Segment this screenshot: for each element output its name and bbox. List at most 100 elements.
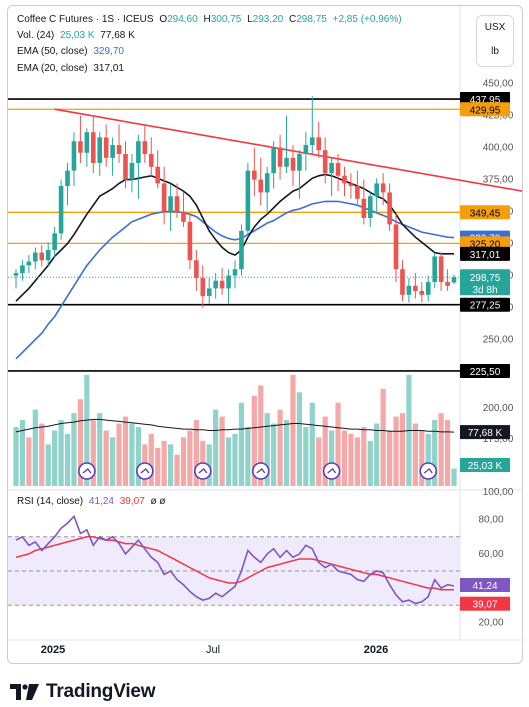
ema50-label[interactable]: EMA (50, close): [17, 46, 88, 57]
price-label-resistance: 429,95: [470, 105, 501, 116]
candle-body: [245, 170, 251, 231]
chart-canvas[interactable]: 250,00275,00300,00325,00350,00375,00400,…: [8, 6, 522, 663]
candle-body: [168, 196, 173, 212]
volume-label[interactable]: Vol. (24): [17, 30, 55, 41]
event-icon-arrow: [256, 468, 266, 474]
candle-body: [329, 162, 334, 174]
rsi-value-label: 41,24: [472, 581, 497, 592]
volume-bar: [335, 402, 341, 486]
legend-rsi: RSI (14, close) 41,24 39,07 ø ø: [17, 496, 169, 507]
rsi-value: 41,24: [88, 496, 114, 507]
ema20-label[interactable]: EMA (20, close): [17, 63, 88, 74]
rsi-label[interactable]: RSI (14, close): [17, 496, 84, 507]
legend-volume: Vol. (24) 25,03 K 77,68 K: [17, 30, 138, 41]
price-label-ema20: 317,01: [470, 250, 501, 261]
candle-body: [78, 141, 83, 153]
price-label-resistance: 349,45: [470, 208, 501, 219]
rsi-ma-value: 39,07: [119, 496, 145, 507]
candle-body: [239, 230, 244, 270]
candle-body: [142, 141, 148, 154]
volume-bar: [264, 413, 270, 486]
volume-ma-label: 77,68 K: [468, 428, 503, 439]
candle-body: [39, 252, 45, 261]
volume-bar: [103, 430, 109, 486]
symbol-title[interactable]: Coffee C Futures · 1S · ICEUS: [17, 14, 154, 25]
tradingview-logo[interactable]: TradingView: [10, 681, 156, 703]
candle-body: [290, 157, 296, 171]
candle-body: [406, 285, 412, 295]
volume-bar: [155, 447, 161, 486]
volume-bar: [361, 427, 367, 486]
event-icon-arrow: [198, 468, 208, 474]
rsi-axis-tick: 20,00: [478, 617, 503, 628]
price-label-level: 277,25: [470, 301, 501, 312]
candle-body: [206, 288, 212, 297]
open-label: O: [159, 14, 168, 25]
candle-body: [58, 186, 64, 234]
unit-label: lb: [491, 46, 499, 57]
volume-bar: [348, 433, 354, 486]
event-icon-arrow: [327, 468, 337, 474]
candle-body: [309, 137, 315, 146]
volume-bar: [354, 437, 360, 486]
high-value: 300,75: [210, 14, 242, 25]
event-icon-arrow: [82, 468, 92, 474]
rsi-axis-tick: 80,00: [478, 515, 503, 526]
candle-body: [297, 154, 302, 171]
candle-body: [342, 175, 347, 184]
countdown-label: 3d 8h: [472, 285, 497, 296]
volume-ma-line: [15, 418, 455, 433]
null-icon: ø ø: [150, 496, 166, 507]
candle-body: [400, 269, 405, 295]
candle-body: [335, 162, 341, 176]
volume-bar: [399, 413, 406, 486]
price-label-level: 437,95: [470, 95, 501, 106]
candle-body: [155, 166, 161, 184]
volume-bar: [283, 420, 290, 486]
price-axis-tick: 400,00: [483, 143, 514, 154]
volume-bar: [412, 423, 418, 486]
volume-bar: [13, 427, 19, 486]
candle-body: [110, 145, 115, 158]
candle-body: [374, 183, 380, 197]
volume-bar: [187, 430, 193, 486]
volume-bar: [251, 395, 257, 486]
candle-body: [65, 170, 70, 186]
price-label-bg: [460, 297, 510, 312]
volume-bar: [245, 427, 251, 486]
volume-bar: [148, 433, 154, 486]
candle-body: [226, 275, 231, 289]
candle-body: [20, 265, 25, 274]
volume-bar: [271, 423, 277, 486]
volume-bar: [129, 423, 135, 486]
low-label: L: [247, 14, 253, 25]
volume-bar: [451, 468, 457, 486]
symbol-unit-box[interactable]: USX lb: [476, 15, 514, 67]
time-axis-label: Jul: [206, 644, 220, 656]
volume-bar: [174, 454, 180, 486]
price-label-bg: [460, 102, 510, 117]
price-label-bg: [460, 363, 510, 378]
candle-body: [71, 141, 77, 171]
volume-last-label: 25,03 K: [468, 461, 503, 472]
volume-ma-value: 77,68 K: [100, 30, 135, 41]
candle-body: [445, 282, 450, 286]
resistance-trendline: [54, 108, 522, 192]
volume-bar: [110, 437, 116, 486]
event-icon: [136, 462, 154, 480]
tradingview-logo-icon: [10, 684, 39, 700]
candle-body: [13, 273, 19, 276]
volume-bar: [309, 402, 315, 486]
price-label-resistance: 325,20: [470, 239, 501, 250]
candle-body: [387, 192, 392, 225]
ema20-line: [15, 173, 454, 302]
volume-bar: [425, 433, 431, 486]
event-icon: [193, 462, 212, 480]
candle-body: [322, 150, 328, 174]
volume-bar: [193, 420, 199, 486]
candle-body: [187, 221, 193, 261]
volume-bar: [77, 399, 84, 486]
candle-body: [277, 147, 283, 167]
candle-body: [90, 132, 96, 163]
chart-frame: 250,00275,00300,00325,00350,00375,00400,…: [7, 5, 523, 664]
